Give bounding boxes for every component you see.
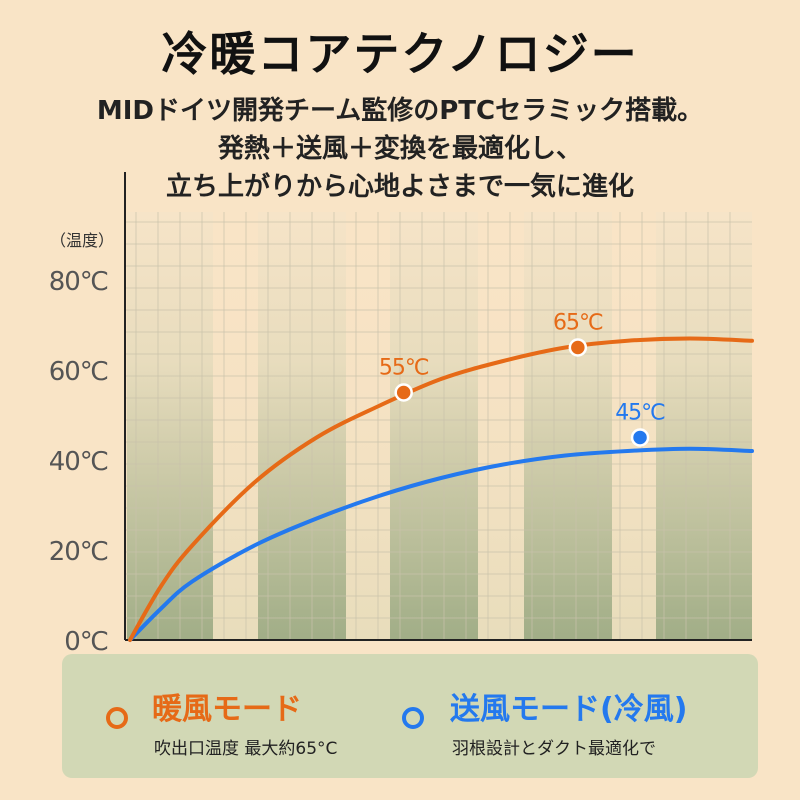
- subtitle-line-2: 発熱＋送風＋変換を最適化し、: [217, 134, 582, 164]
- fan-series-line: [128, 446, 754, 642]
- legend-item-fan: 送風モード(冷風) 羽根設計とダクト最適化で: [402, 654, 758, 778]
- subtitle: MIDドイツ開発チーム監修のPTCセラミック搭載。 発熱＋送風＋変換を最適化し、…: [0, 92, 800, 206]
- subtitle-line-1: MIDドイツ開発チーム監修のPTCセラミック搭載。: [96, 96, 704, 126]
- fan-data-label: 45℃: [615, 401, 665, 426]
- blue-ring-icon: [402, 707, 424, 729]
- warm-data-point: [568, 338, 588, 357]
- warm-data-point: [394, 383, 413, 402]
- background-stripe: [390, 212, 478, 640]
- chart-background: [125, 212, 752, 640]
- fan-data-point: [630, 428, 650, 447]
- y-tick-label: 80℃: [49, 267, 108, 297]
- warm-data-label: 55℃: [379, 356, 429, 381]
- y-tick-label: 60℃: [49, 357, 108, 387]
- background-stripe: [656, 212, 752, 640]
- y-tick-label: 0℃: [64, 627, 108, 657]
- legend-item-warm: 暖風モード 吹出口温度 最大約65°C: [62, 654, 402, 778]
- orange-ring-icon: [106, 707, 128, 729]
- y-tick-label: 20℃: [49, 537, 108, 567]
- chart-axes: 0℃ 20℃ 40℃ 60℃ 80℃: [49, 172, 752, 657]
- legend: 暖風モード 吹出口温度 最大約65°C 送風モード(冷風) 羽根設計とダクト最適…: [62, 654, 758, 778]
- background-stripe: [258, 212, 346, 640]
- chart-labels: 45℃ 55℃ 65℃: [379, 311, 666, 447]
- chart-grid: [125, 212, 752, 640]
- background-stripe: [524, 212, 612, 640]
- legend-fan-title: 送風モード(冷風): [450, 692, 688, 727]
- y-tick-label: 40℃: [49, 447, 108, 477]
- legend-warm-desc: 吹出口温度 最大約65°C: [154, 739, 338, 759]
- warm-data-label: 65℃: [553, 311, 603, 336]
- temperature-chart: 0℃ 20℃ 40℃ 60℃ 80℃ 45℃ 55℃ 65℃ （温度）: [49, 172, 754, 657]
- legend-warm-title: 暖風モード: [152, 692, 302, 727]
- legend-fan-desc: 羽根設計とダクト最適化で: [452, 739, 656, 759]
- background-stripe: [127, 212, 213, 640]
- subtitle-line-3: 立ち上がりから心地よさまで一気に進化: [165, 172, 634, 202]
- page-title: 冷暖コアテクノロジー: [161, 27, 639, 81]
- y-axis-label: （温度）: [50, 231, 114, 250]
